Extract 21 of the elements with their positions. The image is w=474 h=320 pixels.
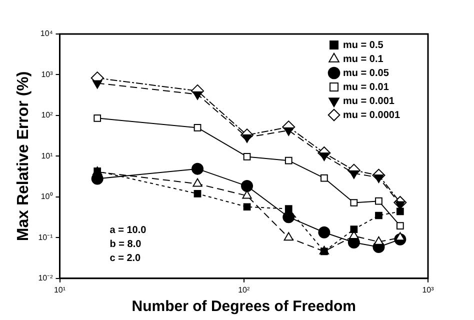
annotation: a = 10.0 bbox=[110, 225, 147, 236]
y-tick-label: 10⁰ bbox=[40, 192, 53, 202]
annotation: c = 2.0 bbox=[110, 253, 142, 264]
y-axis-title: Max Relative Error (%) bbox=[15, 71, 32, 242]
y-tick-label: 10⁻¹ bbox=[38, 232, 54, 242]
legend-label: mu = 0.05 bbox=[343, 68, 390, 79]
y-tick-label: 10² bbox=[41, 110, 54, 120]
legend-label: mu = 0.001 bbox=[343, 96, 395, 107]
x-axis-title: Number of Degrees of Freedom bbox=[132, 298, 356, 316]
annotation: b = 8.0 bbox=[110, 239, 142, 250]
y-tick-label: 10⁴ bbox=[40, 29, 54, 38]
y-tick-label: 10³ bbox=[41, 70, 54, 79]
legend-label: mu = 0.01 bbox=[343, 82, 390, 93]
y-tick-label: 10⁻² bbox=[38, 274, 54, 283]
y-tick-label: 10¹ bbox=[41, 151, 54, 160]
legend-label: mu = 0.0001 bbox=[343, 110, 400, 121]
x-tick-label: 10² bbox=[238, 285, 250, 294]
x-tick-label: 10¹ bbox=[54, 285, 66, 294]
x-tick-label: 10³ bbox=[422, 285, 434, 294]
legend-label: mu = 0.5 bbox=[343, 40, 384, 51]
legend-label: mu = 0.1 bbox=[343, 54, 384, 65]
